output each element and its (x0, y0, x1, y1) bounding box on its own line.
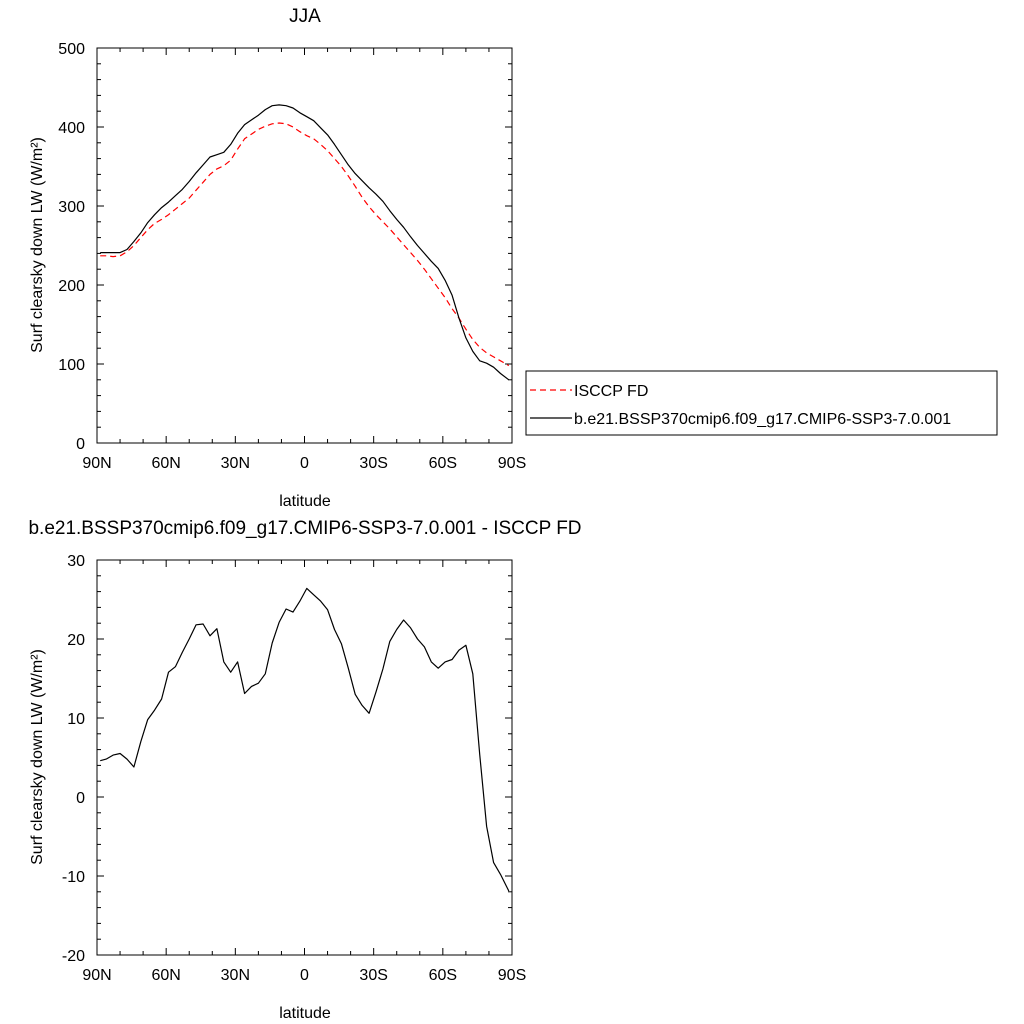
x-tick-label: 60S (429, 455, 457, 472)
y-tick-label: 300 (58, 199, 85, 216)
bottom-y-axis-label: Surf clearsky down LW (W/m²) (29, 649, 46, 865)
x-tick-label: 90S (498, 967, 526, 984)
top-y-axis-label: Surf clearsky down LW (W/m²) (29, 137, 46, 353)
x-tick-label: 60N (151, 455, 180, 472)
series-line-0 (100, 587, 510, 892)
y-tick-label: 0 (76, 790, 85, 807)
top-plot-frame (96, 47, 513, 444)
legend: ISCCP FD b.e21.BSSP370cmip6.f09_g17.CMIP… (525, 370, 998, 436)
x-tick-label: 30N (221, 967, 250, 984)
x-tick-label: 30S (359, 455, 387, 472)
y-tick-label: -20 (62, 948, 85, 965)
top-panel: JJA 90N 60N 30N 0 30S 60S 90S0100200300400500 … (29, 6, 526, 510)
top-plot-lines (100, 104, 510, 381)
x-tick-label: 0 (300, 967, 309, 984)
y-tick-label: 100 (58, 357, 85, 374)
x-tick-label: 90S (498, 455, 526, 472)
top-chart-title: JJA (289, 6, 321, 27)
bottom-axis-ticks: 90N 60N 30N 0 30S 60S 90S -20 -10 0 10 20 30 (62, 553, 526, 984)
top-x-axis-label: latitude (279, 493, 331, 510)
y-tick-label: -10 (62, 869, 85, 886)
series-line-1 (100, 104, 510, 381)
x-tick-label: 30N (221, 455, 250, 472)
x-tick-label: 30S (359, 967, 387, 984)
y-tick-label: 500 (58, 41, 85, 58)
y-tick-label: 10 (67, 711, 85, 728)
x-tick-label: 90N (82, 455, 111, 472)
y-tick-label: 20 (67, 632, 85, 649)
bottom-plot-frame (96, 559, 513, 956)
bottom-x-axis-label: latitude (279, 1005, 331, 1022)
series-line-0 (100, 122, 510, 367)
y-tick-label: 200 (58, 278, 85, 295)
x-tick-label: 90N (82, 967, 111, 984)
top-axis-ticks: 90N 60N 30N 0 30S 60S 90S 0 100 200 300 400 500 (58, 41, 526, 472)
legend-box (525, 370, 998, 436)
legend-label-1: b.e21.BSSP370cmip6.f09_g17.CMIP6-SSP3-7.… (574, 411, 951, 428)
legend-label-0: ISCCP FD (574, 383, 648, 400)
x-tick-label: 60S (429, 967, 457, 984)
bottom-chart-title: b.e21.BSSP370cmip6.f09_g17.CMIP6-SSP3-7.… (28, 518, 581, 539)
bottom-plot-lines (100, 587, 510, 892)
bottom-panel: b.e21.BSSP370cmip6.f09_g17.CMIP6-SSP3-7.… (28, 518, 581, 1022)
y-tick-label: 30 (67, 553, 85, 570)
x-tick-label: 0 (300, 455, 309, 472)
y-tick-label: 400 (58, 120, 85, 137)
y-tick-label: 0 (76, 436, 85, 453)
x-tick-label: 60N (151, 967, 180, 984)
